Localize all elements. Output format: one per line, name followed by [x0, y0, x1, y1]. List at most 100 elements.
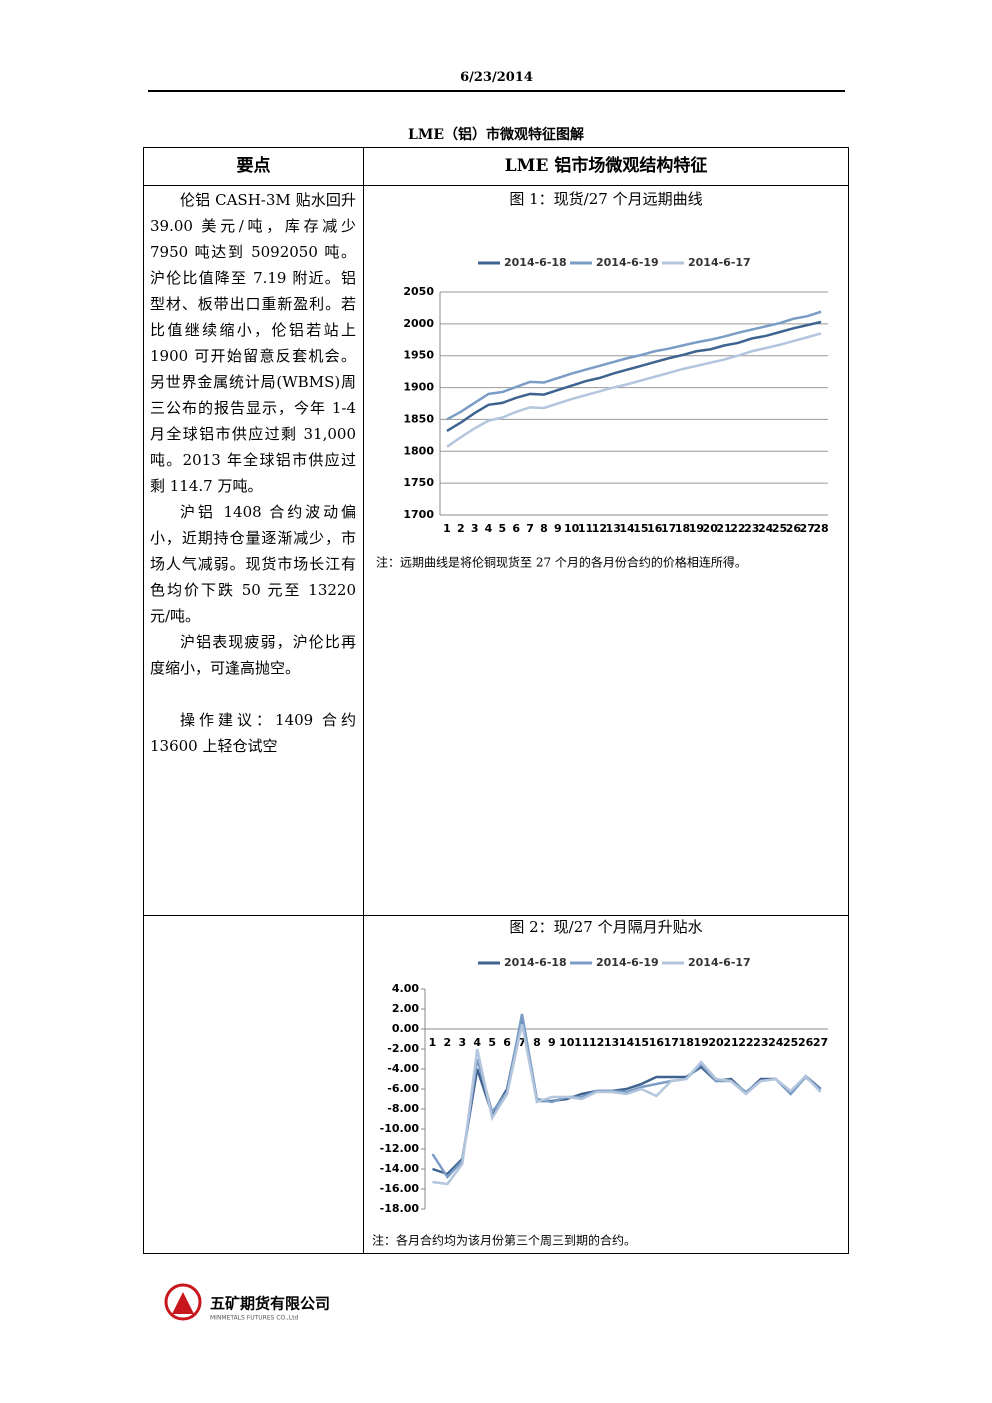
x-tick-label: 20 — [703, 522, 719, 535]
x-tick-label: 5 — [488, 1036, 496, 1049]
x-tick-label: 26 — [798, 1036, 814, 1049]
x-tick-label: 4 — [473, 1036, 481, 1049]
legend-label: 2014-6-18 — [504, 956, 567, 969]
x-tick-label: 17 — [664, 1036, 679, 1049]
x-tick-label: 7 — [526, 522, 534, 535]
y-tick-label: -14.00 — [380, 1162, 420, 1175]
y-tick-label: 2050 — [403, 285, 434, 298]
logo-text: 五矿期货有限公司 — [210, 1295, 330, 1313]
x-tick-label: 23 — [753, 1036, 768, 1049]
x-tick-label: 15 — [634, 1036, 649, 1049]
data-line — [446, 310, 822, 421]
x-tick-label: 24 — [768, 1036, 784, 1049]
x-tick-label: 28 — [813, 522, 828, 535]
x-tick-label: 10 — [559, 1036, 575, 1049]
x-tick-label: 22 — [738, 1036, 753, 1049]
x-tick-label: 8 — [540, 522, 548, 535]
y-tick-label: -18.00 — [380, 1202, 420, 1215]
x-tick-label: 9 — [548, 1036, 556, 1049]
x-tick-label: 13 — [604, 1036, 619, 1049]
x-tick-label: 13 — [606, 522, 621, 535]
x-tick-label: 27 — [813, 1036, 828, 1049]
x-tick-label: 15 — [633, 522, 648, 535]
x-tick-label: 2 — [457, 522, 465, 535]
x-tick-label: 2 — [444, 1036, 452, 1049]
x-tick-label: 16 — [649, 1036, 665, 1049]
logo-text-en: MINMETALS FUTURES CO.,Ltd — [210, 1315, 299, 1322]
x-tick-label: 18 — [679, 1036, 694, 1049]
x-tick-label: 19 — [693, 1036, 708, 1049]
y-tick-label: -6.00 — [387, 1082, 419, 1095]
x-tick-label: 23 — [744, 522, 759, 535]
x-tick-label: 22 — [730, 522, 745, 535]
x-tick-label: 12 — [589, 1036, 604, 1049]
x-tick-label: 26 — [786, 522, 802, 535]
x-tick-label: 4 — [485, 522, 493, 535]
logo-icon — [164, 1283, 202, 1321]
x-tick-label: 11 — [574, 1036, 589, 1049]
legend-label: 2014-6-19 — [596, 956, 659, 969]
legend-label: 2014-6-19 — [596, 256, 659, 269]
x-tick-label: 12 — [592, 522, 607, 535]
y-tick-label: -2.00 — [387, 1042, 419, 1055]
chart-note: 注：远期曲线是将伦铜现货至 27 个月的各月份合约的价格相连所得。 — [376, 555, 747, 570]
paragraph: 操作建议：1409 合约 13600 上轻仓试空 — [150, 711, 356, 755]
y-tick-label: 1850 — [403, 412, 434, 425]
y-tick-label: 4.00 — [392, 982, 419, 995]
x-tick-label: 7 — [518, 1036, 526, 1049]
x-tick-label: 25 — [783, 1036, 798, 1049]
x-tick-label: 14 — [619, 522, 635, 535]
header-rule — [148, 90, 845, 92]
y-tick-label: 2000 — [403, 317, 434, 330]
y-tick-label: 0.00 — [392, 1022, 419, 1035]
y-tick-label: 1700 — [403, 508, 434, 521]
y-tick-label: -10.00 — [380, 1122, 420, 1135]
x-tick-label: 18 — [675, 522, 690, 535]
table-cell — [363, 915, 849, 1254]
legend-label: 2014-6-17 — [688, 956, 751, 969]
x-tick-label: 21 — [716, 522, 731, 535]
y-tick-label: 1900 — [403, 381, 434, 394]
x-tick-label: 10 — [564, 522, 580, 535]
data-line — [432, 1023, 822, 1186]
y-tick-label: 1950 — [403, 349, 434, 362]
x-tick-label: 11 — [578, 522, 593, 535]
x-tick-label: 25 — [772, 522, 787, 535]
data-line — [446, 320, 822, 432]
x-tick-label: 1 — [429, 1036, 437, 1049]
legend-label: 2014-6-17 — [688, 256, 751, 269]
y-tick-label: -4.00 — [387, 1062, 419, 1075]
x-tick-label: 17 — [661, 522, 676, 535]
paragraph: 伦铝 CASH-3M 贴水回升 39.00 美元/吨，库存减少 7950 吨达到… — [150, 191, 356, 495]
x-tick-label: 6 — [503, 1036, 511, 1049]
y-tick-label: 1800 — [403, 444, 434, 457]
x-tick-label: 5 — [499, 522, 507, 535]
x-tick-label: 8 — [533, 1036, 541, 1049]
text-block: 伦铝 CASH-3M 贴水回升 39.00 美元/吨，库存减少 7950 吨达到… — [150, 187, 356, 759]
legend-label: 2014-6-18 — [504, 256, 567, 269]
y-tick-label: -8.00 — [387, 1102, 419, 1115]
x-tick-label: 6 — [512, 522, 520, 535]
doc-title: LME（铝）市微观特征图解 — [407, 127, 584, 143]
chart-title: 图 2：现/27 个月隔月升贴水 — [509, 918, 702, 936]
x-tick-label: 9 — [554, 522, 562, 535]
y-tick-label: 1750 — [403, 476, 434, 489]
x-tick-label: 16 — [647, 522, 663, 535]
x-tick-label: 3 — [458, 1036, 466, 1049]
x-tick-label: 24 — [758, 522, 774, 535]
data-line — [446, 332, 822, 448]
y-tick-label: 2.00 — [392, 1002, 419, 1015]
header-date: 6/23/2014 — [460, 70, 533, 85]
paragraph: 沪铝 1408 合约波动偏小，近期持仓量逐渐减少，市场人气减弱。现货市场长江有色… — [150, 503, 356, 625]
chart-title: 图 1：现货/27 个月远期曲线 — [509, 190, 702, 208]
x-tick-label: 14 — [619, 1036, 635, 1049]
x-tick-label: 27 — [800, 522, 815, 535]
y-tick-label: -12.00 — [380, 1142, 420, 1155]
paragraph: 沪铝表现疲弱，沪伦比再度缩小，可逢高抛空。 — [150, 633, 356, 677]
x-tick-label: 21 — [723, 1036, 738, 1049]
chart-note: 注：各月合约均为该月份第三个周三到期的合约。 — [372, 1233, 636, 1248]
y-tick-label: -16.00 — [380, 1182, 420, 1195]
x-tick-label: 3 — [471, 522, 479, 535]
